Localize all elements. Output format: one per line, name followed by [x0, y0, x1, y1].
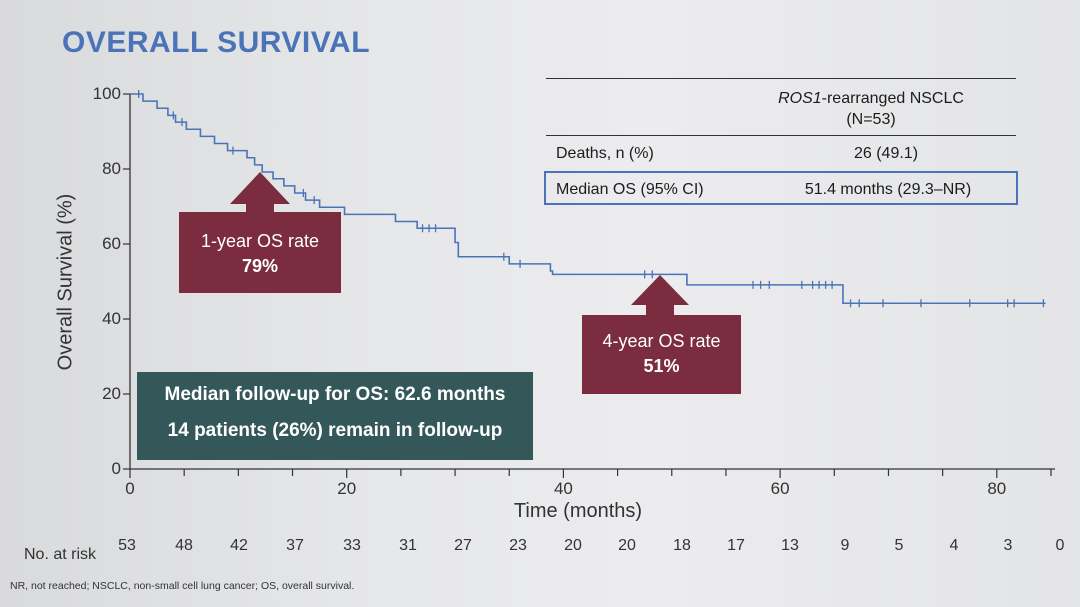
x-tick-label: 20	[337, 479, 357, 498]
y-tick-label: 80	[102, 159, 121, 178]
x-tick-label: 80	[987, 479, 1007, 498]
risk-value: 4	[949, 537, 959, 554]
followup-box: Median follow-up for OS: 62.6 months 14 …	[137, 372, 533, 460]
chart-axes	[123, 93, 1055, 478]
four-year-callout-box	[582, 315, 741, 394]
one-year-callout-label: 1-year OS rate	[200, 231, 320, 251]
risk-value: 5	[894, 537, 904, 554]
risk-value: 18	[673, 537, 691, 554]
risk-value: 9	[840, 537, 850, 554]
y-tick-label: 60	[102, 234, 121, 253]
risk-value: 17	[727, 537, 745, 554]
followup-median: Median follow-up for OS: 62.6 months	[164, 384, 506, 405]
risk-value: 48	[175, 537, 193, 554]
header-n: (N=53)	[846, 111, 896, 128]
km-survival-curve	[130, 93, 1046, 305]
y-tick-label: 40	[102, 309, 121, 328]
risk-value: 13	[781, 537, 799, 554]
table-row-deaths: Deaths, n (%) 26 (49.1)	[546, 136, 1016, 169]
risk-value: 0	[1055, 537, 1065, 554]
header-gene: ROS1	[778, 90, 822, 107]
one-year-arrow	[230, 172, 290, 214]
header-text: -rearranged NSCLC	[821, 90, 964, 107]
deaths-label: Deaths, n (%)	[556, 145, 654, 162]
x-axis-label: Time (months)	[513, 500, 643, 522]
y-axis-label: Overall Survival (%)	[54, 193, 77, 371]
risk-value: 20	[618, 537, 636, 554]
risk-value: 23	[509, 537, 527, 554]
risk-value: 27	[454, 537, 472, 554]
risk-value: 31	[399, 537, 417, 554]
x-tick-label: 40	[553, 479, 573, 498]
footnote: NR, not reached; NSCLC, non-small cell l…	[10, 580, 355, 592]
four-year-callout-label: 4-year OS rate	[602, 331, 721, 351]
one-year-callout: 1-year OS rate 79%	[179, 212, 341, 293]
risk-value: 33	[343, 537, 361, 554]
callout-arrows	[230, 172, 689, 317]
risk-value: 37	[286, 537, 304, 554]
risk-value: 3	[1003, 537, 1013, 554]
table-row-median-os: Median OS (95% CI) 51.4 months (29.3–NR)	[544, 171, 1018, 205]
risk-value: 42	[230, 537, 248, 554]
followup-remaining: 14 patients (26%) remain in follow-up	[167, 420, 503, 441]
risk-table-label: No. at risk	[24, 546, 97, 563]
one-year-callout-box	[179, 212, 341, 293]
x-tick-label: 0	[125, 479, 135, 498]
median-os-value: 51.4 months (29.3–NR)	[804, 181, 972, 198]
median-os-label: Median OS (95% CI)	[556, 181, 704, 198]
table-top-rule	[546, 78, 1016, 79]
risk-value: 20	[564, 537, 582, 554]
y-tick-label: 20	[102, 384, 121, 403]
y-tick-label: 0	[111, 459, 121, 478]
risk-value: 53	[118, 537, 136, 554]
x-tick-label: 60	[770, 479, 790, 498]
censor-marks	[138, 90, 1045, 308]
y-tick-label: 100	[92, 84, 121, 103]
page-title: OVERALL SURVIVAL	[62, 26, 371, 59]
table-header-rule	[546, 135, 1016, 136]
four-year-callout-value: 51%	[643, 356, 680, 376]
four-year-arrow	[631, 275, 689, 317]
stats-table: ROS1-rearranged NSCLC (N=53) Deaths, n (…	[544, 78, 1018, 205]
four-year-callout: 4-year OS rate 51%	[582, 315, 741, 394]
table-header: ROS1-rearranged NSCLC (N=53)	[736, 79, 1006, 135]
deaths-value: 26 (49.1)	[853, 145, 919, 162]
one-year-callout-value: 79%	[241, 256, 279, 276]
